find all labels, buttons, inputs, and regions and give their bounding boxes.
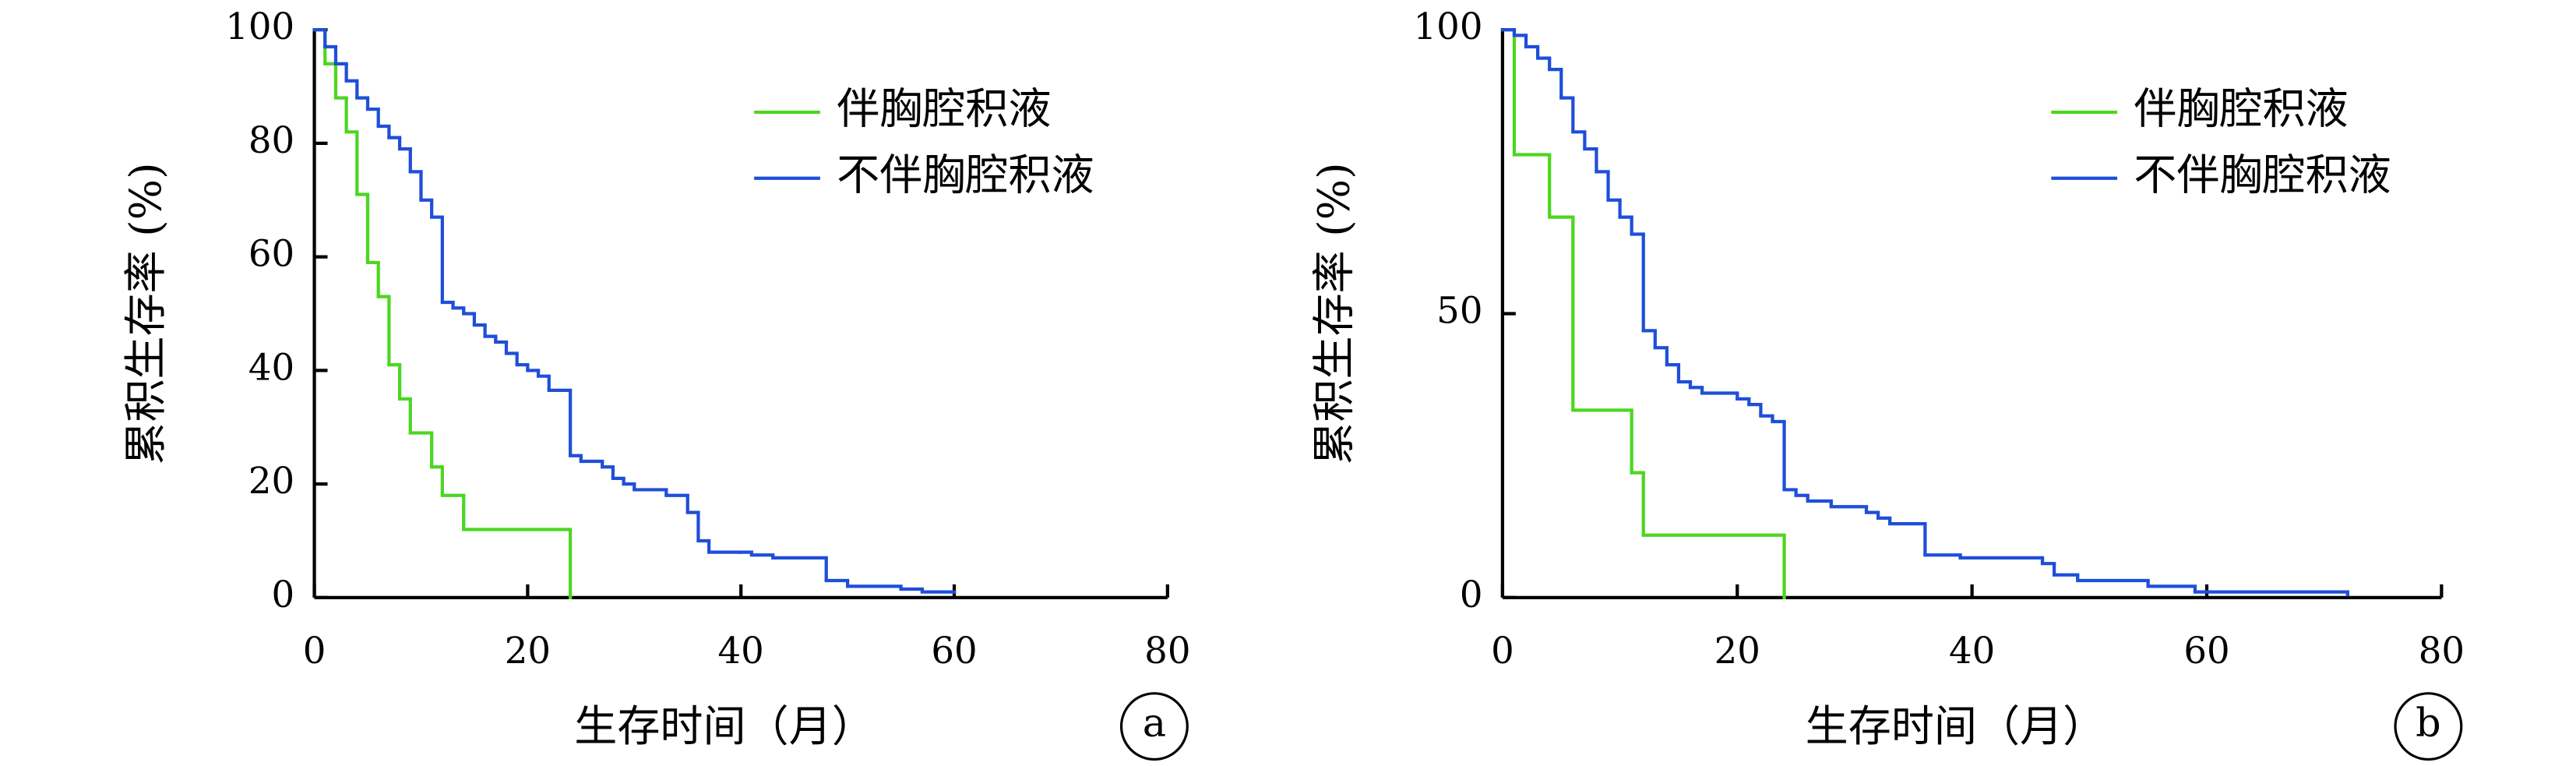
y-tick-label: 50	[1436, 290, 1482, 332]
x-tick-label: 40	[1949, 630, 1995, 672]
y-tick-label: 0	[1460, 574, 1483, 616]
x-tick-label: 80	[2419, 630, 2465, 672]
x-tick-label: 20	[1714, 630, 1760, 672]
panel-label: b	[2416, 700, 2441, 746]
panel-label: a	[1143, 700, 1166, 746]
series	[312, 28, 573, 600]
y-tick-label: 80	[248, 119, 294, 161]
panel-badge	[1119, 692, 1189, 761]
panel-badge	[2394, 692, 2463, 761]
series	[1500, 28, 2349, 597]
legend-label: 不伴胸腔积液	[837, 150, 1094, 199]
legend-label: 不伴胸腔积液	[2134, 150, 2391, 199]
panel: 0 20 40 60 80 0 20 40 60 80 100 生存时间（月） 累积生存率 (%) a 伴胸…	[121, 5, 1190, 761]
x-axis-title: 生存时间（月）	[574, 701, 875, 751]
x-tick-label: 20	[505, 630, 551, 672]
y-tick-label: 0	[271, 574, 294, 616]
x-tick-label: 60	[2183, 630, 2229, 672]
x-tick-label: 80	[1144, 630, 1190, 672]
x-tick-label: 0	[303, 630, 326, 672]
panel: 0 20 40 60 80 0 50 100 生存时间（月） 累积生存率 (%) b 伴胸腔积液不伴胸…	[1309, 5, 2465, 761]
y-tick-label: 20	[248, 460, 294, 502]
y-tick-label: 60	[248, 233, 294, 275]
y-tick-label: 40	[248, 346, 294, 388]
legend-label: 伴胸腔积液	[837, 84, 1051, 134]
y-tick-label: 100	[225, 5, 294, 48]
x-tick-label: 0	[1491, 630, 1514, 672]
legend-label: 伴胸腔积液	[2134, 84, 2348, 134]
y-axis-title: 累积生存率 (%)	[1309, 162, 1359, 464]
series	[312, 28, 957, 594]
y-axis-title: 累积生存率 (%)	[121, 162, 171, 464]
y-tick-label: 100	[1414, 5, 1483, 48]
x-tick-label: 60	[931, 630, 977, 672]
x-tick-label: 40	[718, 630, 764, 672]
x-axis-title: 生存时间（月）	[1806, 701, 2106, 751]
